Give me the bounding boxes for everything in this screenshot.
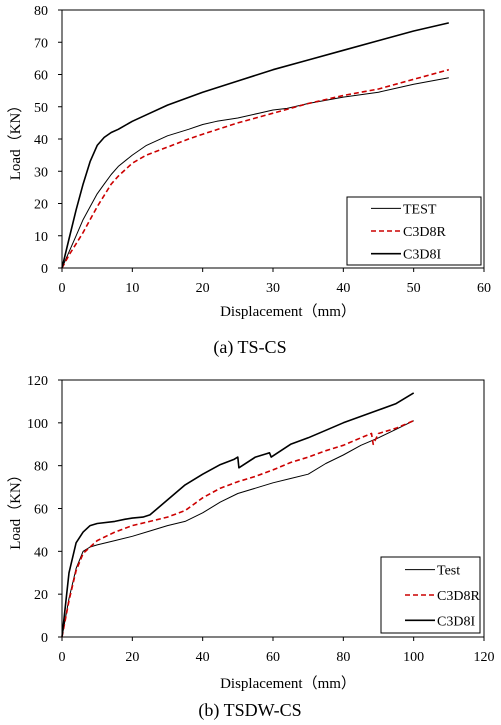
- x-tick-label: 0: [59, 281, 66, 296]
- y-axis-label: Load（KN）: [7, 98, 24, 181]
- chart-panel-1: 0 10 20 30 40 50 60 0 10 20 30 40 50 60 70 80 Displaceme…: [7, 4, 491, 358]
- x-tick-label: 40: [336, 281, 350, 296]
- y-tick-label: 10: [34, 230, 48, 245]
- y-tick-label: 40: [34, 545, 48, 560]
- legend-label: TEST: [403, 202, 437, 217]
- legend-label: Test: [437, 564, 460, 579]
- y-axis-label: Load（KN）: [7, 467, 24, 550]
- x-tick-label: 0: [59, 650, 66, 665]
- series-line-c3d8r: [61, 68, 450, 269]
- legend-label: C3D8I: [437, 614, 475, 629]
- y-tick-label: 40: [34, 133, 48, 148]
- legend-label: C3D8R: [437, 589, 480, 604]
- x-tick-label: 60: [266, 650, 280, 665]
- x-tick-label: 10: [125, 281, 139, 296]
- y-tick-label: 100: [27, 417, 48, 432]
- y-tick-label: 60: [34, 69, 48, 84]
- series-line-c3d8i: [61, 392, 415, 638]
- y-tick-label: 70: [34, 36, 48, 51]
- x-tick-label: 20: [125, 650, 139, 665]
- chart-panel-2: 0 20 40 60 80 100 120 0 20 40 60 80 100 120 Displaceme…: [7, 374, 495, 721]
- y-tick-label: 20: [34, 588, 48, 603]
- y-tick-label: 80: [34, 4, 48, 19]
- x-tick-label: 50: [407, 281, 421, 296]
- y-tick-label: 80: [34, 460, 48, 475]
- x-tick-label: 120: [474, 650, 495, 665]
- x-axis-label: Displacement（mm）: [220, 675, 356, 692]
- series-line-test: [61, 420, 414, 638]
- figure-caption: (a) TS-CS: [213, 337, 286, 358]
- y-tick-label: 120: [27, 374, 48, 389]
- x-tick-label: 60: [477, 281, 491, 296]
- y-tick-label: 0: [41, 631, 48, 646]
- x-tick-label: 100: [403, 650, 424, 665]
- y-tick-label: 30: [34, 165, 48, 180]
- y-tick-label: 0: [41, 262, 48, 277]
- x-tick-label: 30: [266, 281, 280, 296]
- legend-box: [346, 196, 482, 266]
- legend: TEST C3D8R C3D8I: [346, 196, 482, 266]
- y-tick-label: 60: [34, 503, 48, 518]
- x-tick-label: 40: [196, 650, 210, 665]
- x-axis-label: Displacement（mm）: [220, 303, 356, 320]
- series-line-c3d8i: [61, 22, 449, 269]
- y-tick-label: 20: [34, 198, 48, 213]
- x-tick-label: 80: [336, 650, 350, 665]
- series-line-test: [61, 77, 449, 269]
- legend-label: C3D8I: [403, 248, 441, 263]
- y-tick-label: 50: [34, 101, 48, 116]
- legend-label: C3D8R: [403, 225, 446, 240]
- legend: Test C3D8R C3D8I: [380, 556, 481, 634]
- figure-caption: (b) TSDW-CS: [198, 700, 301, 721]
- series-line-c3d8r: [61, 419, 415, 638]
- x-tick-label: 20: [196, 281, 210, 296]
